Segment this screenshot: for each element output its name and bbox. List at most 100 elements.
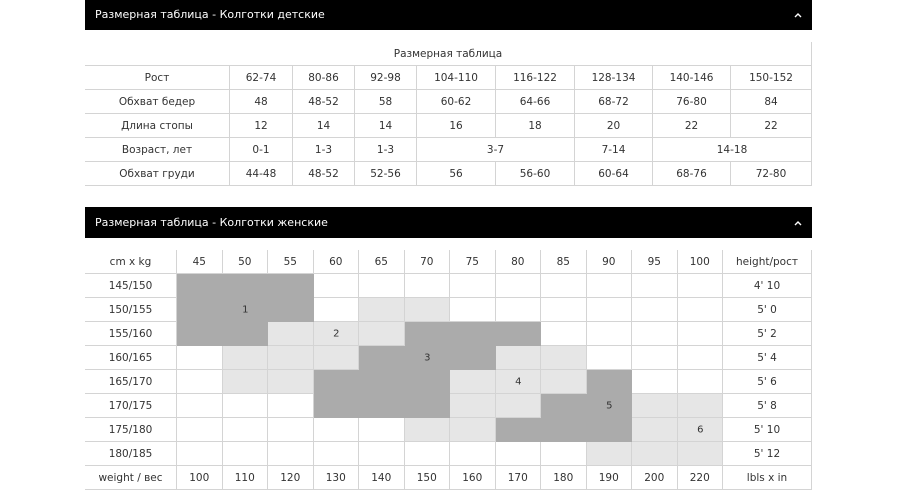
table-cell: 44-48 [230,162,293,186]
size-cell [359,322,405,346]
table-cell: 48 [230,90,293,114]
size-cell [450,274,496,298]
size-cell [222,394,268,418]
size-cell [313,298,359,322]
table-cell: 128-134 [575,66,653,90]
table-cell: 68-72 [575,90,653,114]
column-header: height/рост [723,250,812,274]
size-cell [677,442,723,466]
section-title: Размерная таблица - Колготки детские [95,8,325,21]
row-header: 165/170 [85,370,177,394]
row-header: 5' 4 [723,346,812,370]
table-cell: 14 [293,114,355,138]
table-cell: 56 [417,162,496,186]
size-cell [177,394,223,418]
row-header: 145/150 [85,274,177,298]
size-cell [586,370,632,394]
table-cell: 56-60 [496,162,575,186]
size-cell [313,394,359,418]
size-cell [495,394,541,418]
size-cell [495,442,541,466]
size-cell [450,298,496,322]
table-cell: 84 [731,90,812,114]
size-cell [632,370,678,394]
size-cell [222,346,268,370]
size-cell [313,370,359,394]
column-footer: 130 [313,466,359,490]
size-cell [632,322,678,346]
size-cell [177,346,223,370]
table-cell: 150-152 [731,66,812,90]
column-header: 55 [268,250,314,274]
size-cell [268,322,314,346]
row-header: Длина стопы [85,114,230,138]
table-cell: 3-7 [417,138,575,162]
table-cell: 22 [653,114,731,138]
size-cell [222,418,268,442]
size-cell [359,370,405,394]
size-label: 2 [333,328,340,340]
table-cell: 52-56 [355,162,417,186]
size-cell [450,418,496,442]
table-cell: 0-1 [230,138,293,162]
size-cell [222,370,268,394]
size-cell [177,370,223,394]
column-footer: 120 [268,466,314,490]
section-header[interactable]: Размерная таблица - Колготки детские [85,0,812,30]
size-cell [586,346,632,370]
column-header: 50 [222,250,268,274]
row-header: 150/155 [85,298,177,322]
size-label: 6 [697,424,704,436]
size-cell [268,418,314,442]
size-cell [404,442,450,466]
size-cell [268,346,314,370]
size-cell [632,442,678,466]
size-cell [495,370,541,394]
size-cell [450,370,496,394]
row-header: 175/180 [85,418,177,442]
size-cell [404,370,450,394]
size-cell [677,274,723,298]
size-cell [541,346,587,370]
size-cell [359,418,405,442]
size-cell [677,346,723,370]
size-cell [541,322,587,346]
row-header: Обхват груди [85,162,230,186]
size-cell [359,442,405,466]
collapse-icon[interactable] [794,12,802,18]
size-cell [313,322,359,346]
column-footer: 220 [677,466,723,490]
column-header: 80 [495,250,541,274]
size-cell [677,298,723,322]
column-header: 65 [359,250,405,274]
row-header: 5' 12 [723,442,812,466]
size-cell [404,418,450,442]
size-cell [586,274,632,298]
section-header[interactable]: Размерная таблица - Колготки женские [85,207,812,238]
size-cell [404,322,450,346]
collapse-icon[interactable] [794,220,802,226]
table-cell: 60-64 [575,162,653,186]
column-footer: lbls x in [723,466,812,490]
row-header: 160/165 [85,346,177,370]
size-cell [359,274,405,298]
row-header: weight / вес [85,466,177,490]
row-header: 155/160 [85,322,177,346]
row-header: Рост [85,66,230,90]
table-cell: 104-110 [417,66,496,90]
size-cell [268,274,314,298]
size-cell [495,298,541,322]
size-cell [541,418,587,442]
size-cell [313,442,359,466]
table-cell: 7-14 [575,138,653,162]
column-header: 85 [541,250,587,274]
size-cell [586,322,632,346]
table-cell: 14-18 [653,138,812,162]
row-header: 170/175 [85,394,177,418]
size-cell [268,394,314,418]
table-cell: 92-98 [355,66,417,90]
size-cell [632,394,678,418]
row-header: 180/185 [85,442,177,466]
section-title: Размерная таблица - Колготки женские [95,216,328,229]
size-cell [632,346,678,370]
